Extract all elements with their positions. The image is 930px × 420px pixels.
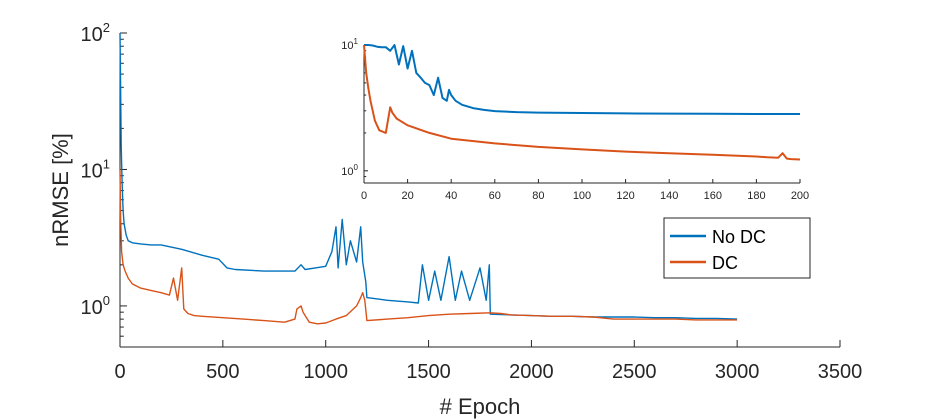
main-x-tick-label: 500 (206, 361, 239, 383)
x-axis-label: # Epoch (440, 394, 521, 419)
main-x-tick-label: 3000 (715, 361, 760, 383)
inset-y-tick-label: 100 (341, 163, 358, 178)
main-x-tick-label: 0 (114, 361, 125, 383)
inset-x-tick-label: 140 (660, 190, 678, 202)
inset-x-tick-label: 80 (532, 190, 544, 202)
main-x-tick-label: 2500 (612, 361, 657, 383)
main-series (119, 32, 738, 325)
inset-x-tick-label: 0 (361, 190, 367, 202)
legend-box (663, 217, 811, 279)
inset-x-tick-label: 40 (445, 190, 457, 202)
inset-series-dc (363, 44, 801, 161)
inset-x-tick-label: 160 (704, 190, 722, 202)
y-axis-label: nRMSE [%] (48, 133, 73, 247)
inset-ticks: 0 20 40 60 80 100 120 140 160 180 200 100 101 (341, 37, 809, 202)
inset-series (363, 44, 801, 161)
legend-label-no-dc: No DC (712, 227, 766, 247)
inset-x-tick-label: 120 (616, 190, 634, 202)
inset-x-tick-label: 100 (573, 190, 591, 202)
inset-x-tick-label: 60 (489, 190, 501, 202)
main-y-tick-label: 102 (81, 20, 110, 46)
inset-x-tick-label: 20 (401, 190, 413, 202)
inset-x-tick-label: 180 (747, 190, 765, 202)
legend-label-dc: DC (712, 253, 738, 273)
main-y-tick-label: 100 (81, 293, 110, 319)
main-series-dc (119, 169, 738, 325)
inset-axes: 0 20 40 60 80 100 120 140 160 180 200 100 101 (341, 37, 809, 202)
main-x-tick-label: 2000 (509, 361, 554, 383)
main-y-tick-label: 101 (81, 156, 110, 182)
inset-y-tick-label: 101 (341, 37, 358, 52)
main-x-tick-label: 1500 (406, 361, 451, 383)
main-x-tick-label: 3500 (818, 361, 863, 383)
inset-series-no-dc (364, 44, 800, 115)
inset-x-tick-label: 200 (791, 190, 809, 202)
legend: No DC DC (663, 217, 811, 279)
main-x-tick-label: 1000 (303, 361, 348, 383)
